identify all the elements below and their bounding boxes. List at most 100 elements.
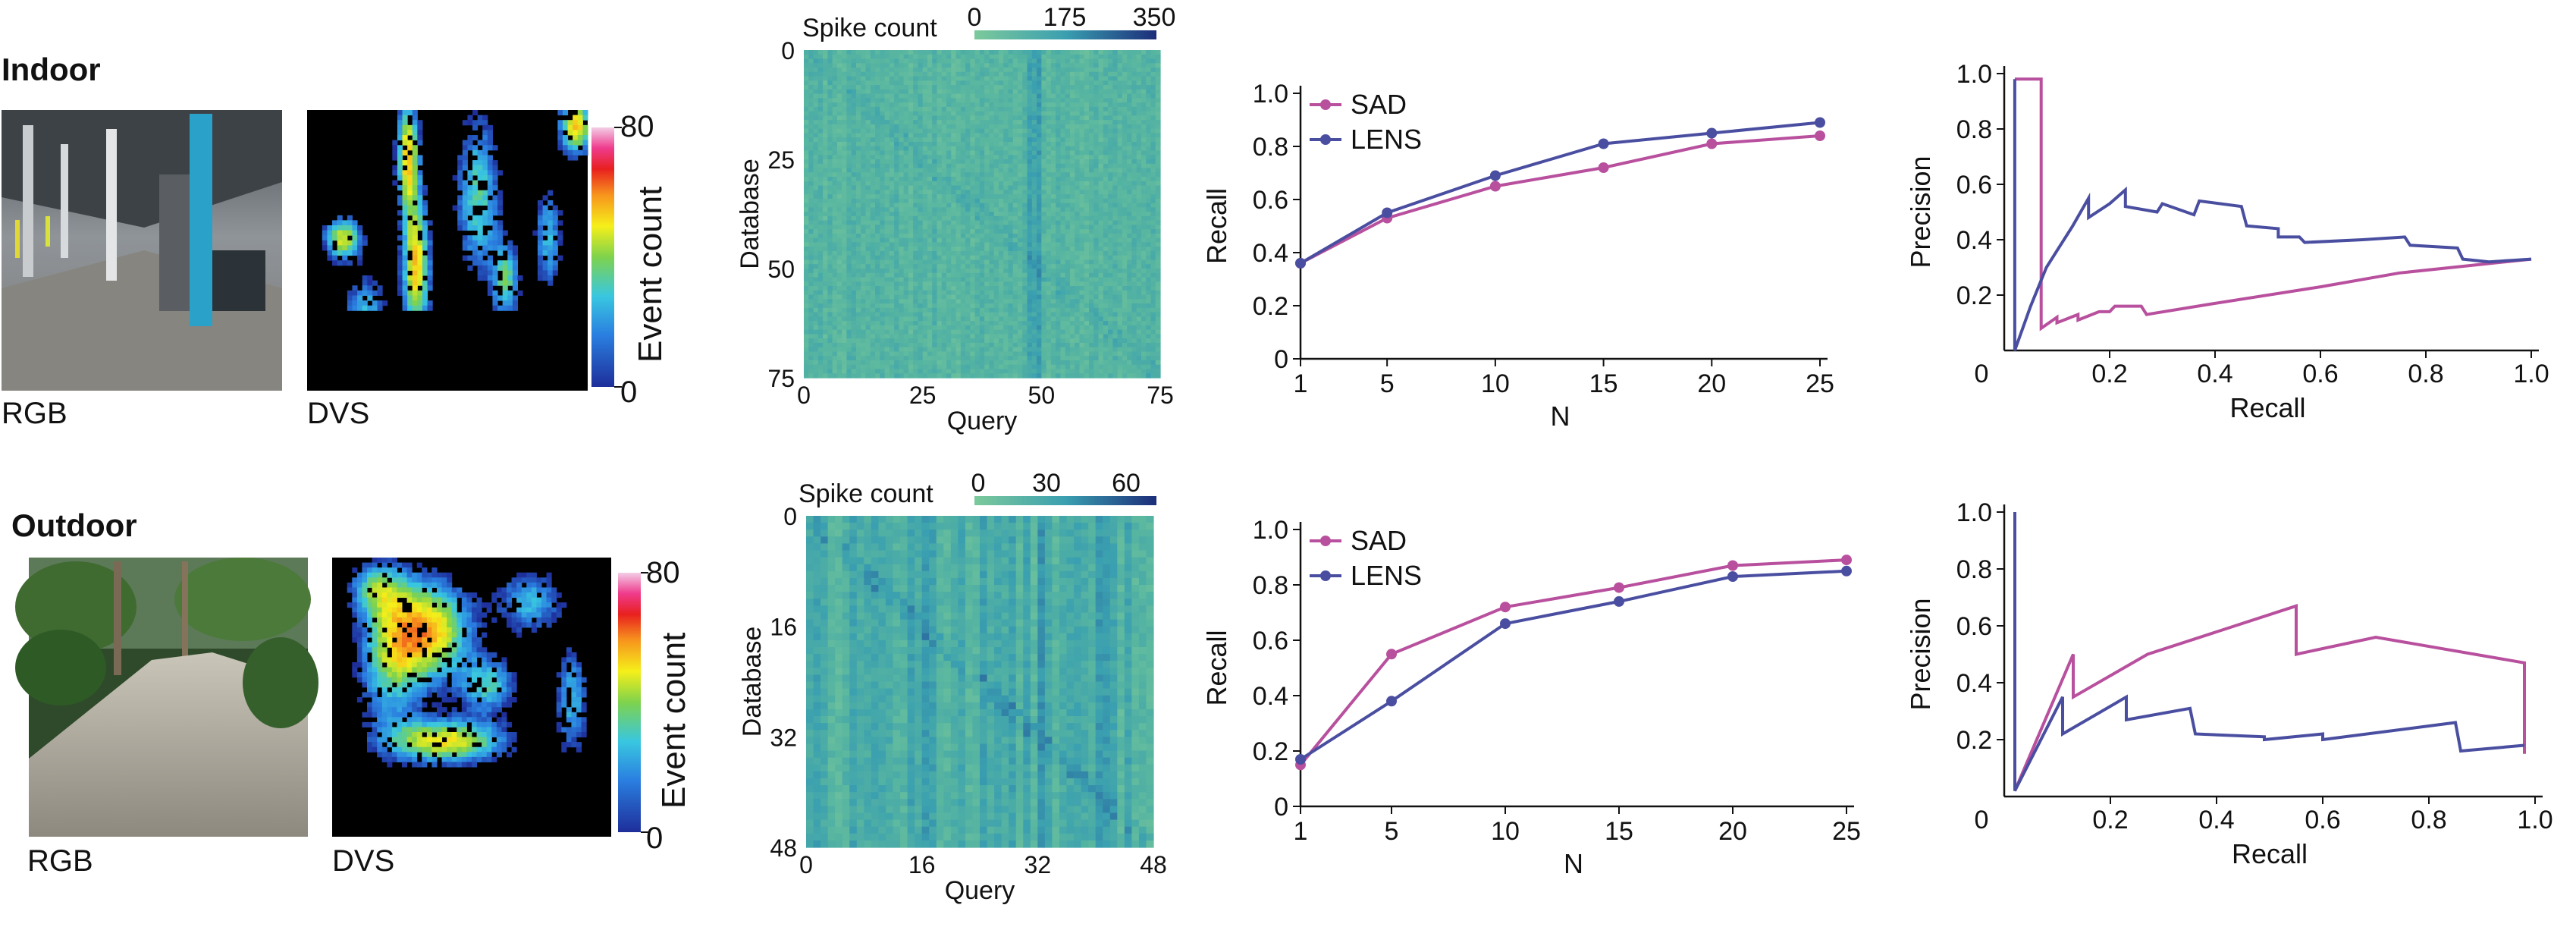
heatmap-cell xyxy=(974,124,981,130)
heatmap-cell xyxy=(903,168,909,173)
heatmap-cell xyxy=(932,137,938,143)
heatmap-cell xyxy=(1127,141,1132,147)
heatmap-cell xyxy=(1037,220,1042,225)
dvs-pixel xyxy=(402,280,408,286)
heatmap-cell xyxy=(1037,172,1042,178)
heatmap-cell xyxy=(1141,247,1147,252)
heatmap-cell xyxy=(998,102,1004,108)
heatmap-cell xyxy=(1037,281,1042,287)
heatmap-cell xyxy=(880,290,886,296)
heatmap-cell xyxy=(1012,141,1018,147)
heatmap-cell xyxy=(927,155,933,160)
heatmap-cell xyxy=(827,286,833,291)
dvs-pixel xyxy=(402,180,408,186)
heatmap-cell xyxy=(1060,71,1066,77)
dvs-pixel xyxy=(482,124,488,130)
heatmap-cell xyxy=(884,76,890,81)
heatmap-cell xyxy=(865,68,871,73)
heatmap-cell xyxy=(813,71,819,77)
heatmap-cell xyxy=(1008,272,1014,278)
heatmap-cell xyxy=(951,229,957,234)
heatmap-cell xyxy=(813,172,819,178)
heatmap-cell xyxy=(951,137,957,143)
dvs-pixel xyxy=(407,185,413,191)
heatmap-cell xyxy=(960,259,966,265)
heatmap-cell xyxy=(813,299,819,304)
heatmap-cell xyxy=(1046,89,1052,95)
heatmap-cell xyxy=(1131,120,1137,125)
heatmap-cell xyxy=(1122,272,1128,278)
heatmap-cell xyxy=(1008,115,1014,121)
heatmap-cell xyxy=(846,207,852,212)
heatmap-cell xyxy=(908,215,914,222)
heatmap-cell xyxy=(1050,250,1056,256)
heatmap-cell xyxy=(1050,215,1056,222)
heatmap-cell xyxy=(1056,247,1061,252)
heatmap-cell xyxy=(1069,250,1075,256)
heatmap-cell xyxy=(861,172,867,178)
heatmap-cell xyxy=(1031,50,1037,55)
heatmap-cell xyxy=(1112,225,1119,230)
heatmap-cell xyxy=(827,54,833,60)
heatmap-cell xyxy=(1108,212,1113,217)
heatmap-cell xyxy=(1146,120,1152,125)
heatmap-cell xyxy=(1093,102,1100,108)
heatmap-cell xyxy=(979,63,985,68)
heatmap-cell xyxy=(1031,177,1037,182)
heatmap-cell xyxy=(1022,71,1028,77)
dvs-pixel xyxy=(407,145,413,151)
heatmap-cell xyxy=(846,237,852,244)
heatmap-cell xyxy=(1131,168,1137,173)
heatmap-cell xyxy=(1146,168,1152,173)
heatmap-cell xyxy=(1022,172,1028,178)
heatmap-cell xyxy=(804,76,809,81)
heatmap-cell xyxy=(1146,159,1152,165)
heatmap-cell xyxy=(937,159,943,165)
heatmap-cell xyxy=(922,133,928,138)
heatmap-cell xyxy=(974,194,981,200)
heatmap-cell xyxy=(1131,181,1137,187)
heatmap-cell xyxy=(1022,150,1028,156)
heatmap-cell xyxy=(808,190,814,195)
heatmap-cell xyxy=(865,124,871,130)
heatmap-cell xyxy=(1008,194,1014,200)
heatmap-cell xyxy=(827,155,833,160)
heatmap-cell xyxy=(865,194,871,200)
heatmap-cell xyxy=(899,89,905,95)
heatmap-cell xyxy=(965,207,971,212)
heatmap-cell xyxy=(1146,220,1152,225)
heatmap-cell xyxy=(889,277,895,282)
dvs-pixel xyxy=(417,174,423,181)
heatmap-cell xyxy=(1008,259,1014,265)
heatmap-cell xyxy=(1060,237,1066,244)
heatmap-cell xyxy=(804,177,809,182)
heatmap-cell xyxy=(1079,50,1085,55)
heatmap-cell xyxy=(1065,137,1071,143)
heatmap-cell xyxy=(1150,54,1156,60)
heatmap-cell xyxy=(894,102,899,108)
heatmap-cell xyxy=(1037,98,1042,103)
heatmap-cell xyxy=(927,237,933,244)
heatmap-cell xyxy=(1089,233,1094,239)
heatmap-cell xyxy=(1022,58,1028,64)
heatmap-cell xyxy=(1031,63,1037,68)
heatmap-cell xyxy=(899,93,905,99)
heatmap-cell xyxy=(908,269,914,274)
dvs-pixel xyxy=(342,245,348,251)
heatmap-cell xyxy=(832,168,838,173)
heatmap-cell xyxy=(903,286,909,291)
heatmap-cell xyxy=(946,50,952,55)
heatmap-cell xyxy=(804,89,809,95)
heatmap-cell xyxy=(955,212,962,217)
heatmap-cell xyxy=(922,185,928,190)
heatmap-cell xyxy=(861,63,867,68)
dvs-pixel xyxy=(407,300,413,306)
dvs-pixel xyxy=(417,160,423,166)
heatmap-cell xyxy=(932,85,938,90)
heatmap-cell xyxy=(1027,85,1033,90)
heatmap-cell xyxy=(855,71,861,77)
heatmap-cell xyxy=(1141,76,1147,81)
heatmap-cell xyxy=(1008,255,1014,261)
heatmap-cell xyxy=(880,225,886,230)
heatmap-cell xyxy=(894,207,899,212)
